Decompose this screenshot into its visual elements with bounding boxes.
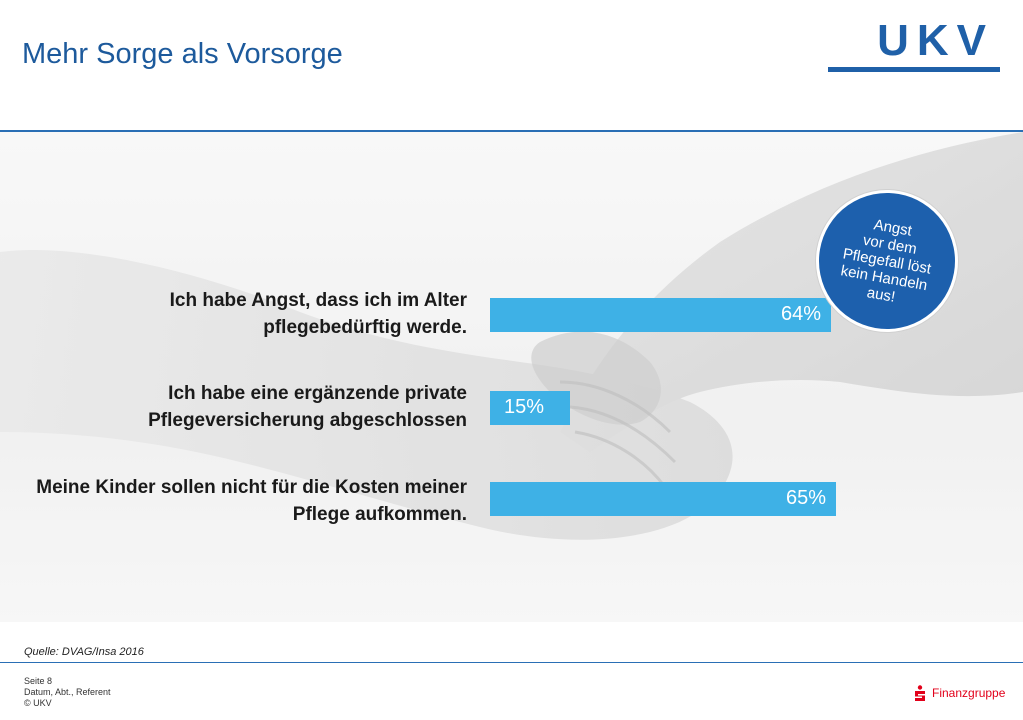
footer-copyright: © UKV: [24, 698, 52, 708]
bar-value-label: 64%: [780, 303, 821, 325]
header-divider: [0, 130, 1023, 132]
bar: 15%: [490, 391, 570, 425]
bar: 65%: [490, 482, 836, 516]
logo-text: UKV: [877, 16, 994, 65]
footer-page-number: Seite 8: [24, 676, 53, 686]
brand-name: Finanzgruppe: [932, 686, 1006, 700]
bar: 64%: [490, 298, 831, 332]
bar-value-label: 65%: [785, 487, 826, 509]
callout-text: Angst vor dem Pflegefall löst kein Hande…: [839, 215, 933, 306]
logo-underline: [828, 67, 1000, 72]
category-label: Ich habe Angst, dass ich im Alter pflege…: [169, 290, 467, 338]
sparkasse-s-icon: [915, 685, 925, 701]
page-title: Mehr Sorge als Vorsorge: [22, 38, 343, 70]
category-label: Meine Kinder sollen nicht für die Kosten…: [36, 477, 467, 525]
ukv-logo: UKV: [828, 16, 1000, 72]
footer-divider: [0, 662, 1023, 663]
bar-value-label: 15%: [504, 396, 545, 418]
category-label: Ich habe eine ergänzende private Pflegev…: [148, 383, 467, 431]
footer-meta: Datum, Abt., Referent: [24, 687, 111, 697]
source-note: Quelle: DVAG/Insa 2016: [24, 646, 144, 658]
sparkasse-finanzgruppe-logo: Finanzgruppe: [914, 684, 1005, 702]
